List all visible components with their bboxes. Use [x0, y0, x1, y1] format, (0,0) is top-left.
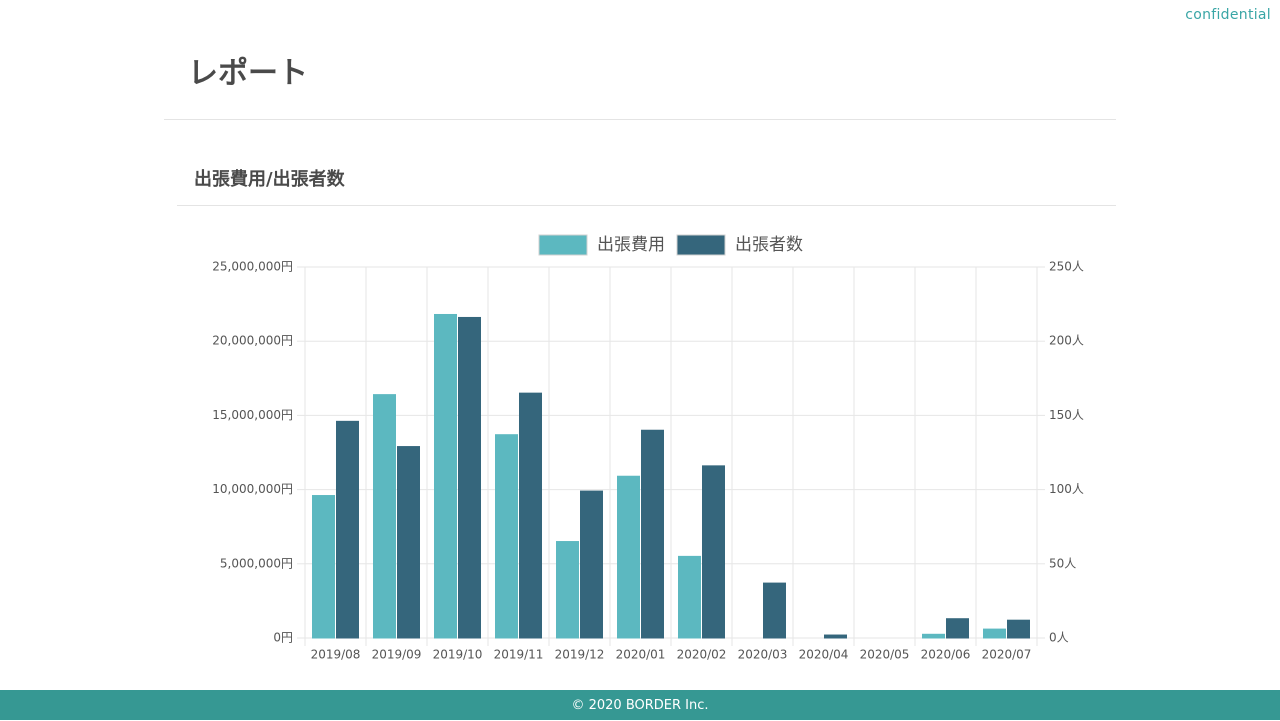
- bar-travelers: [397, 446, 420, 639]
- bar-expense: [373, 394, 396, 639]
- x-tick-label: 2019/09: [372, 648, 422, 662]
- x-tick-label: 2020/06: [921, 648, 971, 662]
- legend-swatch-expense: [538, 234, 588, 256]
- y-left-tick-label: 0円: [273, 631, 293, 645]
- bar-travelers: [702, 465, 725, 639]
- y-right-tick-label: 0人: [1049, 631, 1069, 645]
- bar-expense: [678, 555, 701, 639]
- x-tick-label: 2019/11: [494, 648, 544, 662]
- y-left-tick-label: 5,000,000円: [220, 556, 293, 570]
- y-right-tick-label: 50人: [1049, 556, 1076, 570]
- bar-travelers: [519, 392, 542, 639]
- x-tick-label: 2020/01: [616, 648, 666, 662]
- x-tick-label: 2019/12: [555, 648, 605, 662]
- y-right-tick-label: 150人: [1049, 408, 1084, 422]
- header-divider: [164, 119, 1116, 120]
- bar-expense: [556, 541, 579, 639]
- y-left-tick-label: 25,000,000円: [212, 260, 293, 274]
- page-title: レポート: [188, 56, 308, 91]
- bar-expense: [495, 434, 518, 639]
- bar-travelers: [580, 490, 603, 639]
- bar-travelers: [336, 420, 359, 639]
- y-right-tick-label: 100人: [1049, 482, 1084, 496]
- legend-swatch-travelers: [676, 234, 726, 256]
- travel-expense-chart: 0円 0人 5,000,000円 50人 10,000,000円 100人 15,000,0…: [212, 234, 1084, 662]
- y-right-tick-label: 200人: [1049, 334, 1084, 348]
- bar-travelers: [1007, 619, 1030, 639]
- bar-travelers: [946, 618, 969, 639]
- legend-label-expense: 出張費用: [597, 235, 665, 255]
- y-left-tick-label: 20,000,000円: [212, 334, 293, 348]
- x-tick-label: 2020/02: [677, 648, 727, 662]
- bar-travelers: [763, 582, 786, 639]
- bar-expense: [983, 628, 1006, 639]
- bar-travelers: [458, 316, 481, 639]
- copyright-text: © 2020 BORDER Inc.: [571, 698, 709, 713]
- bar-travelers: [641, 429, 664, 639]
- x-tick-label: 2020/05: [860, 648, 910, 662]
- bar-expense: [922, 633, 945, 639]
- bar-travelers: [824, 634, 847, 639]
- section-divider: [177, 205, 1116, 206]
- x-tick-label: 2019/10: [433, 648, 483, 662]
- x-tick-label: 2020/04: [799, 648, 849, 662]
- confidential-label: confidential: [1185, 7, 1271, 23]
- legend-label-travelers: 出張者数: [735, 235, 803, 255]
- bar-expense: [434, 313, 457, 639]
- bar-expense: [617, 475, 640, 639]
- section-title: 出張費用/出張者数: [194, 169, 345, 190]
- y-right-tick-label: 250人: [1049, 260, 1084, 274]
- y-left-tick-label: 10,000,000円: [212, 482, 293, 496]
- bar-expense: [312, 495, 335, 639]
- x-tick-label: 2019/08: [311, 648, 361, 662]
- footer: © 2020 BORDER Inc.: [0, 690, 1280, 720]
- x-tick-label: 2020/07: [982, 648, 1032, 662]
- x-tick-label: 2020/03: [738, 648, 788, 662]
- y-left-tick-label: 15,000,000円: [212, 408, 293, 422]
